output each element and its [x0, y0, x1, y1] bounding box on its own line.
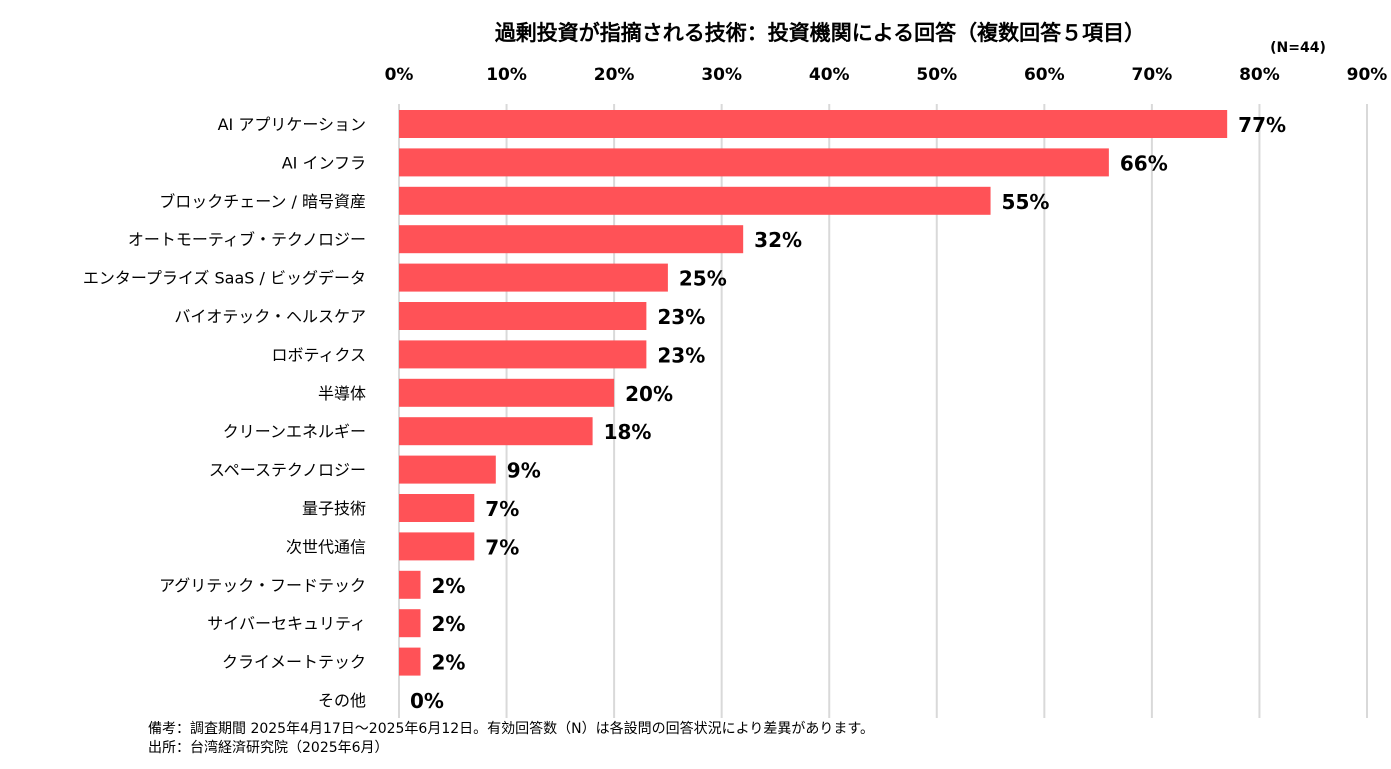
category-label: 半導体	[318, 384, 366, 403]
value-label: 7%	[485, 497, 519, 521]
category-label: AI アプリケーション	[218, 115, 366, 134]
value-label: 77%	[1238, 113, 1286, 137]
category-label: 量子技術	[302, 499, 366, 518]
bar	[399, 494, 475, 522]
category-label: ロボティクス	[271, 345, 366, 364]
x-tick-label: 70%	[1132, 65, 1173, 85]
value-label: 7%	[485, 535, 519, 559]
category-label: アグリテック・フードテック	[159, 576, 366, 595]
value-label: 32%	[754, 228, 802, 252]
value-label: 66%	[1120, 151, 1168, 175]
value-label: 20%	[625, 382, 673, 406]
footnotes: 備考：調査期間 2025年4月17日～2025年6月12日。有効回答数（N）は各…	[148, 720, 874, 758]
category-label: AI インフラ	[282, 153, 366, 172]
x-tick-label: 40%	[809, 65, 850, 85]
bar	[399, 532, 475, 561]
value-label: 18%	[604, 420, 652, 444]
bar	[399, 417, 593, 446]
chart-title: 過剰投資が指摘される技術：投資機関による回答（複数回答５項目）	[495, 21, 1145, 45]
category-label: バイオテック・ヘルスケア	[174, 307, 366, 326]
x-tick-label: 60%	[1024, 65, 1065, 85]
bar	[399, 340, 647, 369]
value-label: 0%	[410, 689, 444, 713]
source-note: 出所：台湾経済研究院（2025年6月）	[148, 740, 389, 756]
remarks-note: 備考：調査期間 2025年4月17日～2025年6月12日。有効回答数（N）は各…	[148, 721, 874, 737]
x-tick-label: 30%	[701, 65, 742, 85]
value-label: 2%	[432, 574, 466, 598]
bar	[399, 570, 421, 599]
category-label: エンタープライズ SaaS / ビッグデータ	[83, 269, 366, 288]
sample-size-label: (N=44)	[1270, 40, 1326, 56]
x-tick-label: 90%	[1347, 65, 1388, 85]
value-label: 2%	[432, 612, 466, 636]
bar	[399, 225, 744, 254]
bar	[399, 378, 615, 407]
category-label: スペーステクノロジー	[209, 461, 366, 480]
x-tick-label: 10%	[486, 65, 527, 85]
category-label: その他	[318, 691, 366, 710]
x-tick-label: 0%	[385, 65, 414, 85]
bar	[399, 302, 647, 330]
x-axis-ticks: 0% 10% 20% 30% 40% 50% 60% 70% 80% 90%	[385, 65, 1388, 85]
bar	[399, 609, 421, 638]
x-tick-label: 20%	[594, 65, 635, 85]
category-label: サイバーセキュリティ	[207, 614, 366, 633]
bar	[399, 148, 1109, 177]
bar	[399, 263, 668, 292]
value-label: 55%	[1002, 190, 1050, 214]
category-label: クライメートテック	[222, 653, 366, 672]
bars	[399, 110, 1228, 676]
value-label: 23%	[657, 305, 705, 329]
value-label: 9%	[507, 459, 541, 483]
category-label: オートモーティブ・テクノロジー	[128, 230, 366, 249]
category-label: クリーンエネルギー	[223, 422, 366, 441]
bar	[399, 455, 496, 484]
x-tick-label: 80%	[1239, 65, 1280, 85]
category-label: 次世代通信	[286, 537, 366, 556]
value-label: 23%	[657, 343, 705, 367]
bar	[399, 647, 421, 676]
category-label: ブロックチェーン / 暗号資産	[159, 192, 366, 211]
value-label: 25%	[679, 267, 727, 291]
value-label: 2%	[432, 651, 466, 675]
bar	[399, 110, 1228, 138]
value-labels: 77% 66% 55% 32% 25% 23% 23% 20% 18% 9% 7% 7% 2% 2% 2% 0…	[410, 113, 1286, 713]
x-tick-label: 50%	[916, 65, 957, 85]
bar	[399, 186, 991, 215]
